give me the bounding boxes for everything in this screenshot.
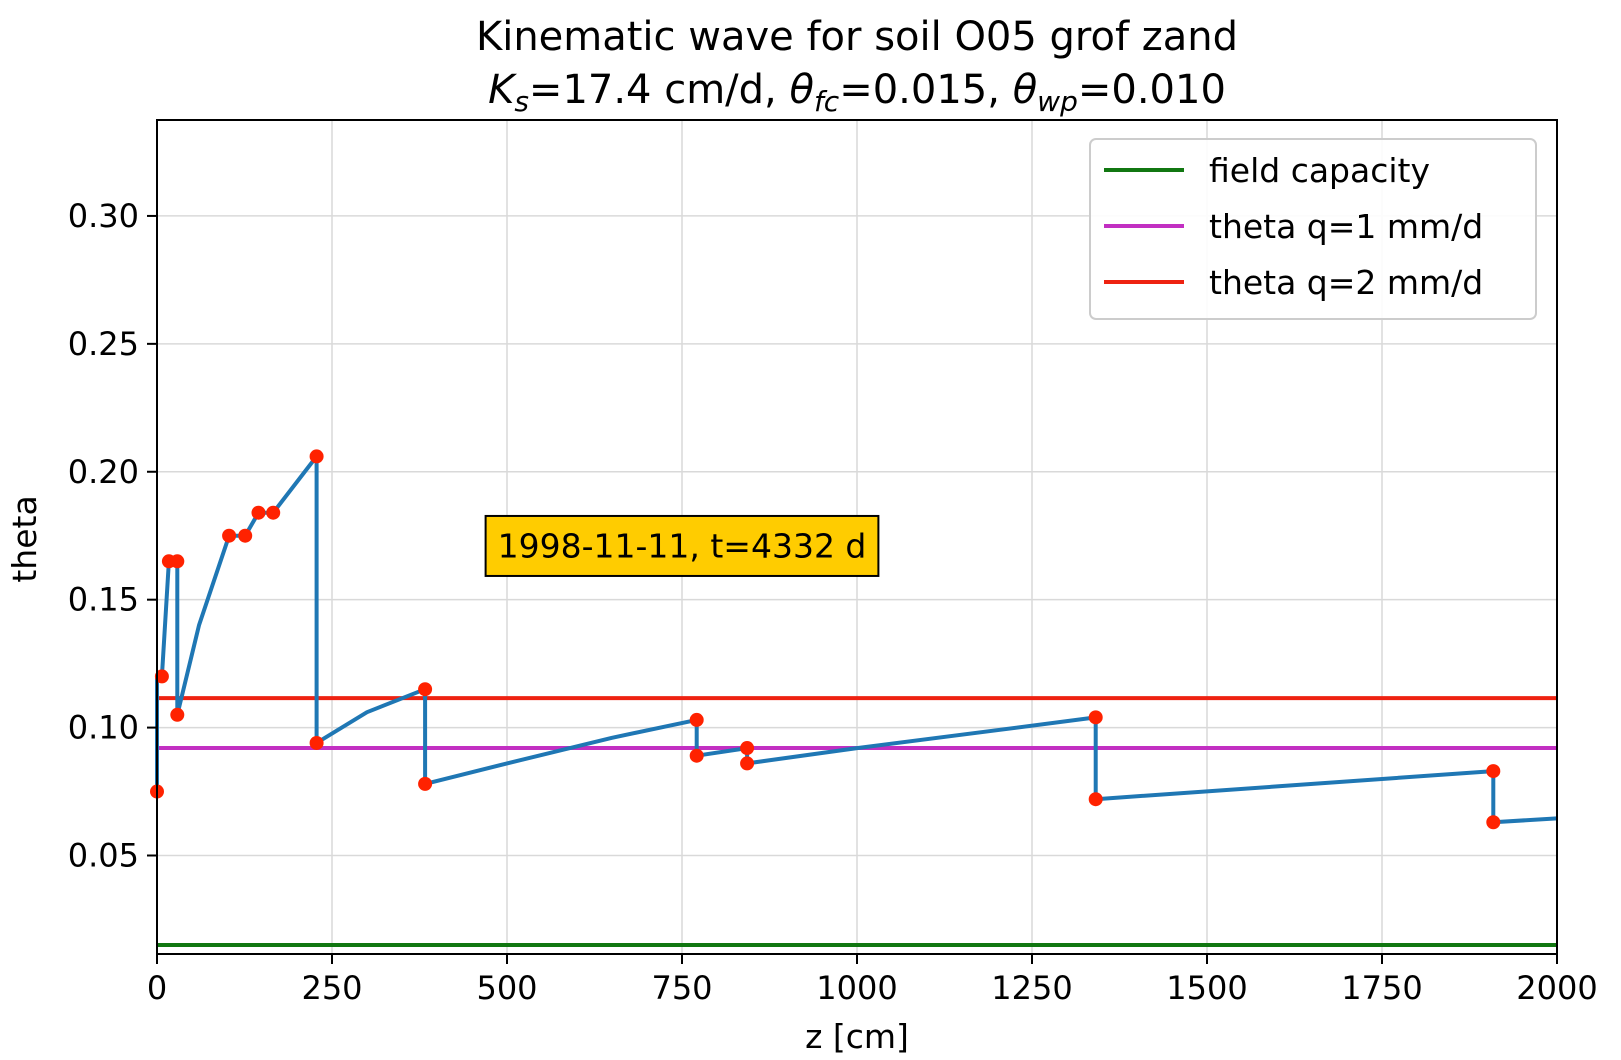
- front-marker: [1486, 815, 1501, 830]
- date-annotation-box: [484, 514, 880, 577]
- x-tick-label: 500: [476, 969, 537, 1007]
- front-marker: [154, 669, 169, 684]
- y-tick-label: 0.05: [68, 837, 139, 875]
- x-tick-label: 750: [651, 969, 712, 1007]
- x-tick-label: 250: [301, 969, 362, 1007]
- x-tick-label: 1750: [1341, 969, 1422, 1007]
- y-tick-label: 0.25: [68, 325, 139, 363]
- front-marker: [251, 505, 266, 520]
- front-marker: [238, 528, 253, 543]
- y-tick-label: 0.15: [68, 581, 139, 619]
- x-tick-label: 1500: [1166, 969, 1247, 1007]
- subtitle-ks-sub: s: [514, 85, 529, 118]
- y-tick-label: 0.30: [68, 197, 139, 235]
- date-annotation: 1998-11-11, t=4332 d: [484, 514, 880, 577]
- front-marker: [309, 449, 324, 464]
- y-axis-ticks: 0.05 0.10 0.15 0.20 0.25 0.30: [68, 197, 157, 875]
- front-marker: [1088, 792, 1103, 807]
- subtitle-wp-text: =0.010: [1078, 67, 1226, 113]
- y-tick-label: 0.10: [68, 709, 139, 747]
- x-tick-label: 1250: [991, 969, 1072, 1007]
- legend-label-theta-q1: theta q=1 mm/d: [1209, 207, 1483, 246]
- subtitle-fc-sub: fc: [814, 85, 840, 118]
- theta-profile-line: [155, 454, 1558, 825]
- front-marker: [170, 707, 185, 722]
- y-axis-label: theta: [5, 495, 44, 582]
- chart-title: Kinematic wave for soil O05 grof zand: [476, 14, 1238, 60]
- front-marker: [309, 735, 324, 750]
- front-marker: [418, 776, 433, 791]
- front-marker: [418, 682, 433, 697]
- x-axis-label: z [cm]: [805, 1017, 909, 1056]
- x-tick-label: 2000: [1516, 969, 1597, 1007]
- subtitle-ks-symbol: K: [488, 67, 517, 113]
- subtitle-wp-symbol: θ: [1013, 67, 1037, 113]
- front-marker: [689, 712, 704, 727]
- subtitle-wp-sub: wp: [1037, 85, 1078, 118]
- legend-label-field-capacity: field capacity: [1209, 151, 1430, 190]
- front-markers: [150, 449, 1501, 830]
- legend-box: [1089, 138, 1537, 320]
- x-tick-label: 1000: [816, 969, 897, 1007]
- front-marker: [170, 554, 185, 569]
- chart-subtitle: Ks=17.4 cm/d, θfc=0.015, θwp=0.010: [488, 67, 1226, 118]
- date-annotation-text: 1998-11-11, t=4332 d: [498, 526, 867, 565]
- subtitle-fc-symbol: θ: [789, 67, 813, 113]
- theta-profile: [155, 454, 1558, 825]
- front-marker: [740, 741, 755, 756]
- front-marker: [689, 748, 704, 763]
- front-marker: [1486, 764, 1501, 779]
- subtitle-fc-text: =0.015,: [839, 67, 1012, 113]
- front-marker: [740, 756, 755, 771]
- subtitle-ks-text: =17.4 cm/d,: [529, 67, 790, 113]
- y-tick-label: 0.20: [68, 453, 139, 491]
- x-axis-ticks: 0 250 500 750 1000 1250 1500 1750 2000: [147, 954, 1598, 1007]
- legend: field capacity theta q=1 mm/d theta q=2 …: [1089, 138, 1537, 320]
- x-tick-label: 0: [147, 969, 167, 1007]
- front-marker: [266, 505, 281, 520]
- front-marker: [222, 528, 237, 543]
- legend-label-theta-q2: theta q=2 mm/d: [1209, 263, 1483, 302]
- front-marker: [1088, 710, 1103, 725]
